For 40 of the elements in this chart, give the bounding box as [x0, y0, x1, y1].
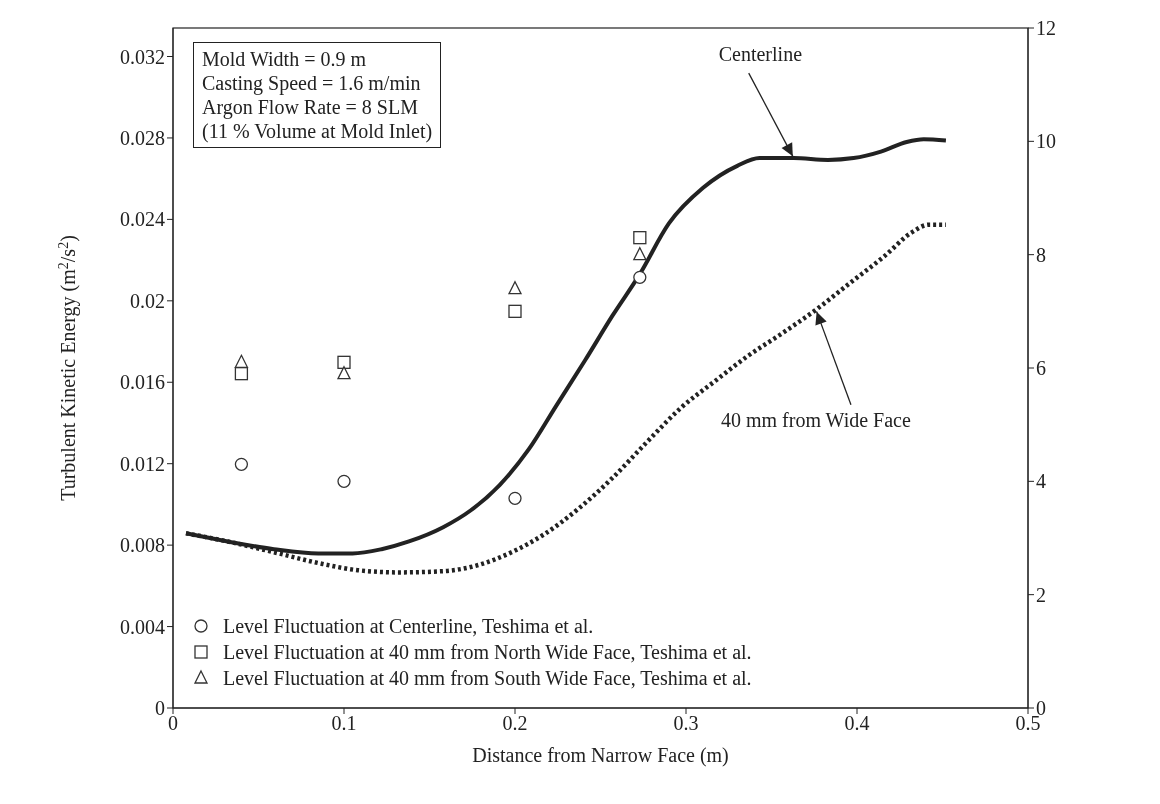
point [633, 247, 647, 261]
legend-label: Level Fluctuation at 40 mm from South Wide Face, Teshima et al. [223, 666, 752, 691]
y2-tick-label: 2 [1036, 583, 1046, 606]
y-tick-label: 0.02 [130, 289, 165, 312]
y-tick-label: 0.008 [120, 534, 165, 557]
x-tick-label: 0.1 [331, 712, 357, 735]
y-tick-label: 0.012 [120, 452, 165, 475]
series-label: 40 mm from Wide Face [720, 408, 911, 431]
y2-tick-label: 10 [1036, 130, 1056, 153]
annotation: Mold Width = 0.9 m [202, 47, 367, 71]
legend-label: Level Fluctuation at Centerline, Teshima et al. [223, 614, 594, 639]
point [337, 366, 351, 380]
point [234, 354, 249, 368]
x-tick-label: 0.2 [502, 712, 528, 735]
annotation: Argon Flow Rate = 8 SLM [202, 95, 419, 119]
y-tick-label: 0.032 [120, 45, 165, 68]
x-tick-label: 0.3 [673, 712, 699, 735]
y2-tick-label: 4 [1036, 470, 1046, 493]
point [508, 491, 522, 505]
y-tick-label: 0 [155, 697, 165, 720]
y-tick-label: 0.024 [120, 208, 165, 231]
legend-label: Level Fluctuation at 40 mm from North Wide Face, Teshima et al. [223, 640, 752, 665]
point [633, 231, 647, 245]
point [337, 355, 351, 369]
point [234, 457, 249, 471]
y2-tick-label: 8 [1036, 243, 1046, 266]
x-axis-title: Distance from Narrow Face (m) [472, 744, 729, 767]
y-tick-label: 0.004 [120, 615, 165, 638]
point [508, 281, 522, 295]
point [633, 270, 647, 284]
y2-tick-label: 6 [1036, 357, 1046, 380]
text: Centerline [718, 43, 803, 66]
annotation: (11 % Volume at Mold Inlet) [202, 119, 433, 143]
y2-tick-label: 12 [1036, 17, 1056, 40]
point [337, 474, 351, 488]
annotation: Casting Speed = 1.6 m/min [202, 71, 422, 95]
x-tick-label: 0.4 [844, 712, 870, 735]
y-tick-label: 0.016 [120, 371, 165, 394]
y-tick-label: 0.028 [120, 127, 165, 150]
point [508, 304, 522, 318]
